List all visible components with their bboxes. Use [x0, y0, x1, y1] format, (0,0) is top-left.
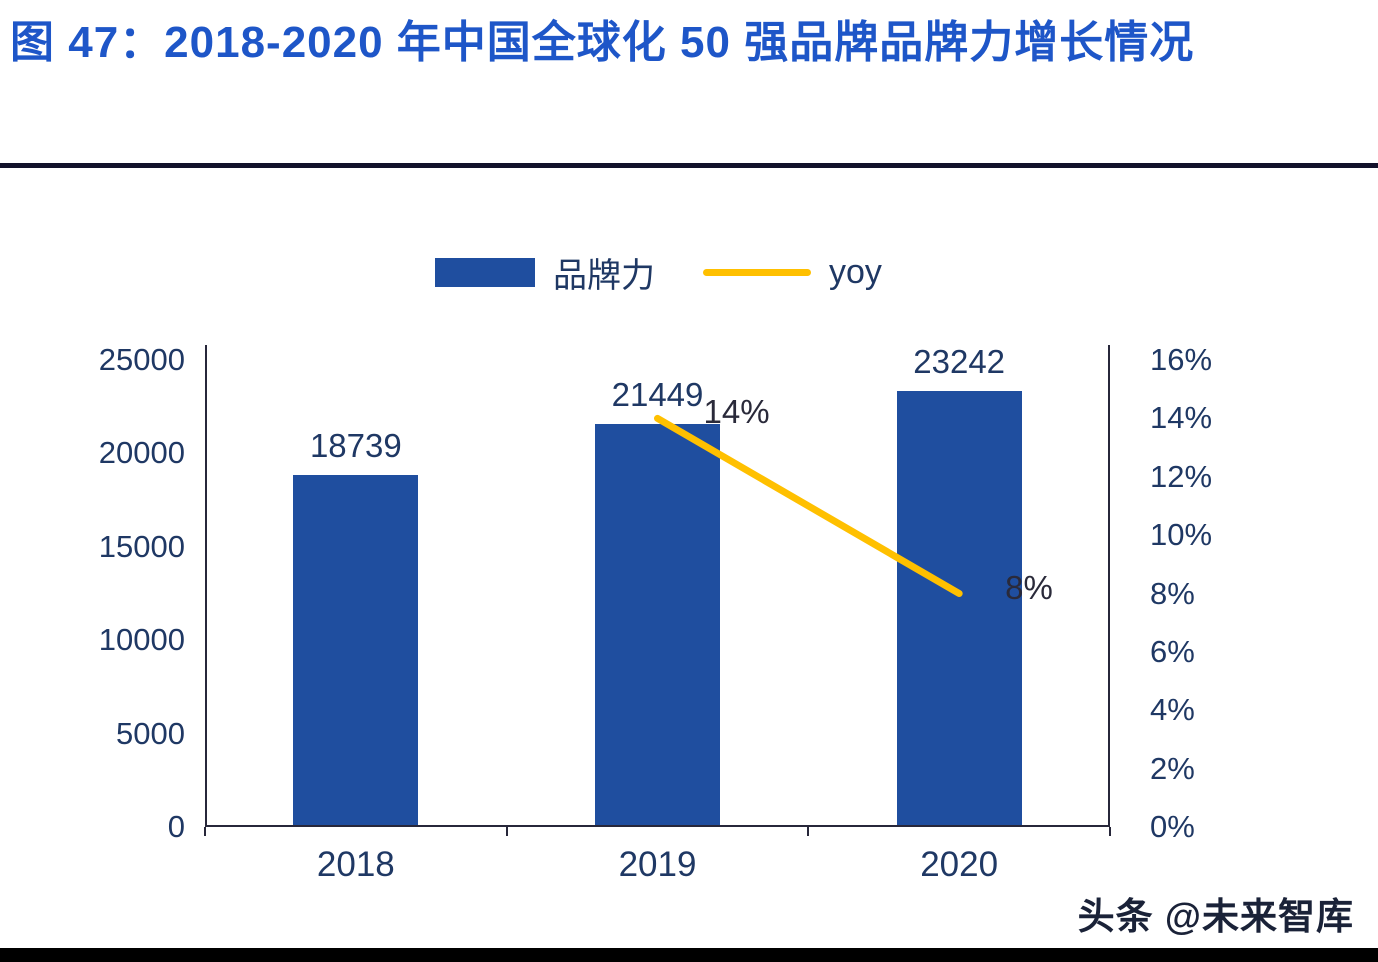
legend-bar-swatch [435, 258, 535, 287]
left-axis-tick-label: 20000 [98, 435, 185, 471]
x-axis-label: 2020 [920, 845, 999, 884]
right-axis-tick-label: 10% [1150, 517, 1213, 553]
left-axis-tick-label: 0 [167, 809, 185, 844]
title-separator [0, 163, 1378, 168]
yoy-point-label: 14% [703, 393, 770, 431]
x-axis-label: 2019 [618, 845, 697, 884]
right-axis-tick-label: 6% [1150, 633, 1195, 669]
left-axis-tick-label: 10000 [98, 622, 185, 658]
right-axis-tick-label: 0% [1150, 809, 1195, 844]
x-axis-label: 2018 [316, 845, 395, 884]
bar-value-label: 23242 [913, 342, 1006, 380]
left-axis-tick-label: 25000 [98, 342, 185, 377]
bar-value-label: 18739 [309, 426, 402, 464]
right-axis-tick-label: 4% [1150, 692, 1195, 728]
legend-line-swatch [703, 269, 811, 276]
bottom-axis-tick [505, 827, 508, 836]
bottom-axis-tick [1109, 827, 1111, 836]
legend-line-label: yoy [829, 253, 882, 291]
yoy-point-label: 8% [1005, 568, 1053, 606]
bar-2018 [293, 474, 419, 825]
right-axis-tick-label: 16% [1150, 342, 1213, 377]
bar-2019 [595, 424, 720, 825]
chart-plot-area: 25000 20000 15000 10000 5000 0 16% 14% 12% 10% 8% 6… [99, 342, 1212, 884]
yoy-line [654, 414, 963, 597]
bar-2020 [896, 390, 1022, 825]
left-axis-tick-label: 5000 [116, 715, 185, 751]
left-axis-line [205, 345, 207, 827]
bottom-black-bar [0, 948, 1378, 962]
right-axis-tick-label: 8% [1150, 575, 1195, 611]
bottom-axis-tick [204, 827, 206, 836]
figure-title: 图 47：2018-2020 年中国全球化 50 强品牌品牌力增长情况 [10, 18, 1195, 67]
bottom-axis-line [205, 825, 1110, 827]
watermark: 头条 @未来智库 [1077, 896, 1354, 937]
right-axis-tick-label: 2% [1150, 750, 1195, 786]
right-axis-tick-label: 12% [1150, 458, 1213, 494]
left-axis-tick-label: 15000 [98, 528, 185, 564]
right-axis-line [1108, 345, 1110, 827]
right-axis-tick-label: 14% [1150, 400, 1213, 436]
legend: 品牌力 yoy [435, 248, 882, 297]
bottom-axis-tick [807, 827, 810, 836]
bar-value-label: 21449 [611, 376, 704, 414]
legend-bar-label: 品牌力 [553, 257, 655, 295]
